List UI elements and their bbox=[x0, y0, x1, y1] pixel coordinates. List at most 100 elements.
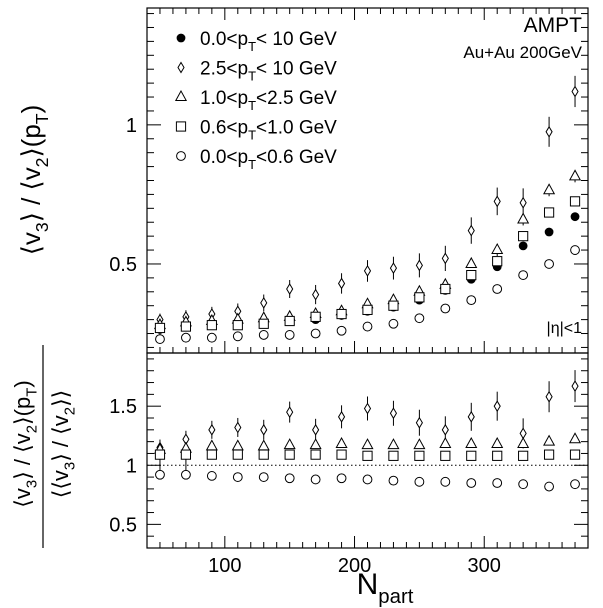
legend-text-a: 2.5<p bbox=[200, 59, 248, 80]
legend-label: 0.0<pT<0.6 GeV bbox=[200, 147, 337, 172]
marker-open-square bbox=[492, 450, 503, 461]
marker-open-circle bbox=[570, 245, 580, 255]
marker-open-square bbox=[284, 315, 295, 327]
marker-open-square bbox=[206, 449, 217, 460]
legend-text-b: < 10 GeV bbox=[256, 29, 337, 50]
marker-open-square bbox=[466, 450, 477, 461]
marker-open-circle bbox=[284, 473, 295, 484]
marker-open-triangle bbox=[205, 439, 218, 451]
marker-open-diamond bbox=[312, 423, 320, 436]
label-part: T bbox=[24, 388, 41, 397]
y-tick-label-bottom: 1.5 bbox=[109, 396, 137, 418]
marker-open-square bbox=[175, 121, 187, 132]
marker-open-circle bbox=[258, 472, 269, 482]
marker-open-circle bbox=[518, 270, 529, 280]
legend-text-b: <2.5 GeV bbox=[256, 88, 337, 109]
label-part: ⟨v bbox=[16, 232, 46, 255]
marker-open-circle bbox=[181, 332, 191, 343]
marker-open-circle bbox=[310, 474, 321, 485]
marker-open-triangle bbox=[465, 436, 478, 448]
x-tick-label: 300 bbox=[468, 555, 501, 577]
x-tick-label: 100 bbox=[208, 555, 241, 577]
annotation-model: AMPT bbox=[524, 14, 583, 37]
legend-label: 0.0<pT< 10 GeV bbox=[200, 29, 337, 54]
marker-open-triangle bbox=[465, 256, 478, 268]
marker-open-square bbox=[232, 449, 243, 460]
marker-open-diamond bbox=[363, 264, 372, 277]
marker-open-circle bbox=[362, 321, 373, 332]
marker-open-square bbox=[414, 450, 425, 461]
marker-open-square bbox=[258, 449, 269, 460]
marker-open-diamond bbox=[286, 283, 294, 295]
marker-open-circle bbox=[336, 473, 347, 484]
marker-open-diamond bbox=[208, 423, 216, 436]
marker-open-diamond bbox=[415, 259, 423, 272]
marker-open-square bbox=[232, 320, 243, 331]
marker-open-circle bbox=[518, 479, 529, 490]
marker-open-diamond bbox=[234, 421, 242, 434]
annotation-system: Au+Au 200GeV bbox=[463, 43, 582, 62]
marker-open-circle bbox=[284, 330, 295, 340]
legend-text-b: < 10 GeV bbox=[256, 59, 337, 80]
legend-text-sub: T bbox=[248, 98, 256, 113]
marker-open-square bbox=[466, 269, 477, 281]
marker-open-triangle bbox=[543, 434, 556, 446]
marker-open-diamond bbox=[260, 296, 268, 309]
y-tick-label-bottom: 0.5 bbox=[109, 514, 137, 536]
label-part: ⟩(p bbox=[10, 397, 35, 425]
legend-text-a: 0.6<p bbox=[200, 118, 248, 139]
marker-open-circle bbox=[388, 318, 399, 329]
label-part: 2 bbox=[24, 425, 41, 433]
marker-open-diamond bbox=[493, 195, 501, 208]
marker-open-square bbox=[388, 450, 399, 461]
marker-open-circle bbox=[206, 332, 217, 343]
marker-open-circle bbox=[310, 328, 321, 339]
marker-open-square bbox=[518, 450, 529, 461]
marker-open-triangle bbox=[387, 438, 400, 450]
marker-open-circle bbox=[414, 313, 425, 324]
marker-open-circle bbox=[414, 476, 425, 487]
marker-open-square bbox=[180, 449, 192, 460]
legend-text-a: 0.0<p bbox=[200, 147, 248, 168]
marker-open-square bbox=[154, 322, 166, 334]
marker-open-diamond bbox=[545, 390, 553, 403]
marker-open-square bbox=[440, 450, 451, 461]
label-part: 3 bbox=[24, 480, 41, 488]
y-axis-title-top: ⟨v3⟩ / ⟨v2⟩(pT) bbox=[16, 105, 52, 256]
marker-open-square bbox=[154, 449, 166, 460]
marker-open-triangle bbox=[491, 436, 504, 448]
legend-text-sub: T bbox=[248, 128, 256, 143]
marker-open-triangle bbox=[257, 439, 270, 451]
marker-open-triangle bbox=[413, 438, 426, 450]
marker-open-square bbox=[569, 449, 581, 460]
legend-text-a: 1.0<p bbox=[200, 88, 248, 109]
marker-open-diamond bbox=[467, 224, 475, 237]
marker-open-diamond bbox=[363, 402, 372, 415]
marker-open-square bbox=[543, 449, 555, 460]
marker-open-circle bbox=[492, 478, 503, 488]
marker-open-square bbox=[284, 449, 295, 460]
labels-layer: ⟨v3⟩ / ⟨v2⟩(pT)⟨v3⟩ / ⟨v2⟩(pT)⟨⟨v3⟩ / ⟨v… bbox=[10, 105, 414, 608]
label-part: 2 bbox=[32, 157, 52, 167]
marker-open-triangle bbox=[309, 438, 322, 450]
marker-open-circle bbox=[466, 295, 477, 306]
marker-open-triangle bbox=[568, 169, 582, 181]
marker-open-circle bbox=[232, 472, 243, 482]
marker-open-circle bbox=[492, 284, 503, 294]
label-part: N bbox=[357, 568, 379, 601]
marker-open-square bbox=[362, 450, 373, 461]
label-part: part bbox=[378, 586, 413, 608]
marker-open-square bbox=[180, 321, 192, 332]
label-part: ⟩(p bbox=[16, 124, 46, 157]
marker-open-circle bbox=[440, 476, 451, 487]
legend-text-b: <0.6 GeV bbox=[256, 147, 337, 168]
marker-open-circle bbox=[155, 469, 165, 480]
legend-text-sub: T bbox=[248, 69, 256, 84]
marker-open-circle bbox=[176, 151, 186, 161]
x-tick-label: 200 bbox=[338, 555, 371, 577]
marker-filled-circle bbox=[544, 227, 554, 237]
x-axis-title: Npart bbox=[357, 568, 414, 608]
marker-open-diamond bbox=[571, 85, 579, 98]
